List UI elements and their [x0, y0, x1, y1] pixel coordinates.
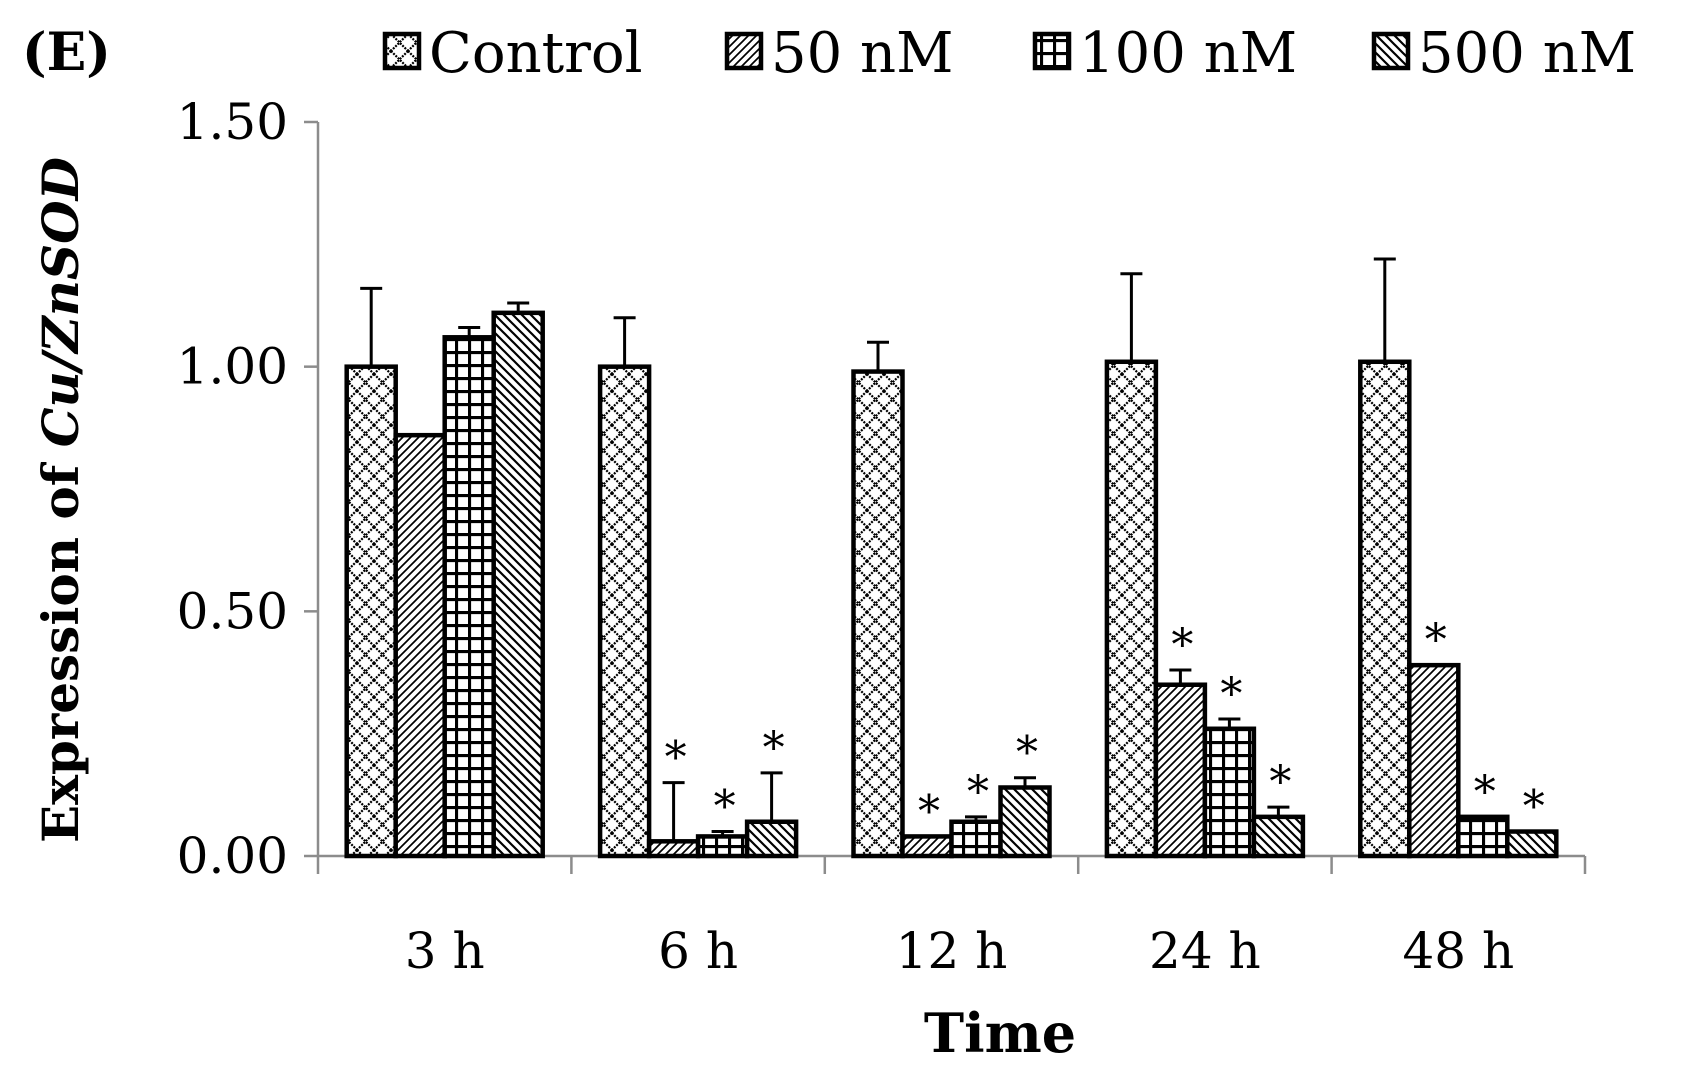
bar [491, 310, 545, 859]
significance-marker: * [1269, 757, 1291, 808]
bars-layer: * * * * * * * * * * * * [344, 257, 1559, 859]
bar [1153, 682, 1208, 859]
y-tick-label: 0.00 [177, 827, 288, 885]
x-axis-title: Time [924, 1001, 1076, 1065]
significance-marker: * [763, 723, 785, 774]
legend-label: Control [429, 21, 643, 86]
legend-label: 50 nM [771, 21, 953, 86]
bar [393, 432, 447, 859]
bar [744, 819, 799, 859]
bar [1358, 359, 1412, 859]
significance-marker: * [1220, 669, 1242, 720]
significance-marker: * [967, 767, 989, 818]
x-tick-label: 48 h [1402, 922, 1514, 980]
y-tick-label: 1.00 [177, 338, 288, 396]
significance-marker: * [714, 782, 736, 833]
significance-marker: * [918, 786, 940, 837]
legend-label: 100 nM [1079, 21, 1297, 86]
significance-marker: * [1474, 767, 1496, 818]
bar [1104, 359, 1159, 859]
y-tick-label: 0.50 [177, 582, 288, 640]
legend-swatch [382, 31, 422, 71]
y-axis-title: Expression of Cu/ZnSOD [31, 157, 90, 843]
significance-marker: * [1523, 782, 1545, 833]
bar [949, 819, 1003, 859]
bar [900, 834, 954, 859]
legend-swatch [1371, 31, 1411, 71]
x-tick-label: 12 h [896, 922, 1008, 980]
bar [851, 369, 905, 859]
x-tick-label: 3 h [405, 922, 485, 980]
panel-label: (E) [22, 22, 111, 83]
bar [344, 364, 398, 859]
significance-marker: * [1016, 728, 1038, 779]
y-axis-title-prefix: Expression of [31, 447, 90, 843]
bar [1251, 814, 1306, 859]
y-axis-title-gene: Cu/ZnSOD [31, 157, 90, 447]
legend-label: 500 nM [1418, 21, 1636, 86]
bar [998, 785, 1052, 859]
x-tick-label: 24 h [1149, 922, 1261, 980]
y-tick-label: 1.50 [177, 93, 288, 151]
bar [442, 335, 496, 859]
significance-marker: * [665, 733, 687, 784]
legend-swatch [724, 31, 764, 71]
bar [1456, 814, 1510, 859]
axes: 0.00 0.50 1.00 1.50 [177, 93, 1587, 885]
x-tick-label: 6 h [658, 922, 738, 980]
bar [646, 839, 701, 859]
legend-swatch [1032, 31, 1072, 71]
significance-marker: * [1171, 620, 1193, 671]
legend: Control 50 nM 100 nM 500 nM [382, 21, 1636, 86]
bar [1407, 662, 1461, 859]
x-tick-labels: 3 h 6 h 12 h 24 h 48 h [405, 922, 1514, 980]
bar [597, 364, 652, 859]
significance-marker: * [1425, 615, 1447, 666]
bar [695, 834, 750, 859]
bar [1505, 829, 1559, 859]
bar [1202, 726, 1257, 859]
